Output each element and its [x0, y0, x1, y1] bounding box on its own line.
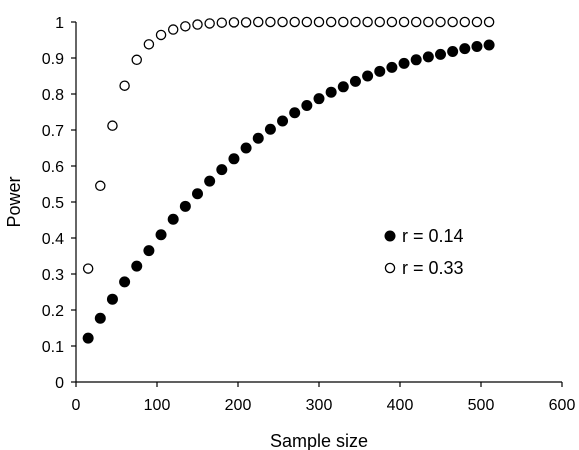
data-point-r033: [265, 16, 276, 28]
data-point-r014: [228, 153, 240, 165]
data-point-r014: [313, 93, 325, 105]
data-point-r033: [398, 16, 410, 28]
data-point-r033: [82, 263, 94, 274]
data-point-r014: [264, 123, 276, 135]
data-point-r033: [131, 54, 142, 66]
data-point-r033: [216, 17, 228, 28]
data-point-r014: [337, 81, 349, 93]
axes: [75, 22, 562, 383]
data-point-r033: [471, 16, 483, 28]
data-point-r014: [277, 115, 289, 127]
data-point-r014: [447, 46, 459, 58]
data-point-r014: [471, 40, 483, 52]
y-tick-label: 1: [55, 15, 64, 32]
x-tick-label: 200: [225, 397, 252, 414]
data-point-r014: [459, 43, 471, 55]
data-point-r014: [301, 100, 313, 112]
data-point-r033: [386, 16, 398, 28]
data-point-r014: [483, 39, 495, 51]
data-point-r033: [277, 16, 288, 28]
data-point-r014: [349, 75, 361, 87]
ticks: 0 100 200 300 400 500 600 0 0.1 0.2 0.3 0.4 0.5 0.6 0.…: [42, 15, 576, 414]
data-point-r033: [107, 120, 118, 131]
x-tick-label: 300: [306, 397, 333, 414]
data-point-r014: [325, 86, 337, 98]
data-point-r014: [82, 332, 94, 344]
data-point-r033: [204, 18, 215, 29]
data-point-r033: [180, 21, 191, 32]
data-point-r033: [143, 39, 155, 50]
y-tick-label: 0.1: [42, 339, 64, 356]
data-point-r014: [155, 229, 167, 241]
data-point-r014: [216, 164, 228, 176]
data-point-r033: [435, 16, 446, 28]
data-point-r014: [435, 48, 446, 60]
legend-label-r014: r = 0.14: [402, 226, 464, 246]
data-point-r033: [313, 16, 325, 28]
data-point-r033: [350, 16, 361, 28]
data-point-r014: [410, 54, 422, 66]
data-point-r033: [362, 16, 373, 28]
data-point-r033: [289, 16, 300, 28]
data-point-r014: [240, 142, 252, 154]
data-point-r033: [119, 80, 130, 91]
data-point-r014: [119, 276, 131, 288]
x-tick-label: 0: [72, 397, 81, 414]
data-point-r014: [167, 213, 179, 225]
data-point-r014: [143, 245, 155, 257]
x-tick-label: 600: [549, 397, 576, 414]
data-point-r014: [94, 312, 106, 324]
data-point-r014: [179, 200, 191, 212]
data-point-r014: [422, 51, 434, 63]
y-tick-label: 0: [55, 375, 64, 392]
data-point-r033: [252, 16, 264, 28]
x-axis-title: Sample size: [270, 431, 368, 450]
y-tick-label: 0.5: [42, 195, 64, 212]
data-point-r033: [338, 16, 349, 28]
data-point-r033: [240, 17, 252, 28]
y-tick-label: 0.8: [42, 87, 64, 104]
y-tick-label: 0.6: [42, 159, 64, 176]
data-point-r033: [192, 19, 203, 30]
data-point-r033: [228, 17, 240, 28]
data-point-r033: [459, 16, 471, 28]
data-point-r014: [131, 260, 143, 272]
data-point-r014: [362, 70, 374, 82]
data-point-r014: [252, 132, 264, 144]
y-axis-title: Power: [4, 176, 24, 227]
legend: r = 0.14 r = 0.33: [384, 226, 464, 278]
data-point-r014: [289, 107, 301, 119]
data-point-r014: [386, 61, 398, 73]
y-tick-label: 0.7: [42, 123, 64, 140]
data-point-r033: [374, 16, 385, 28]
data-point-r014: [374, 65, 386, 77]
x-tick-label: 400: [387, 397, 414, 414]
x-tick-label: 500: [468, 397, 495, 414]
data-point-r033: [423, 16, 434, 28]
data-point-r033: [167, 24, 179, 35]
data-point-r014: [398, 57, 410, 69]
y-tick-label: 0.2: [42, 303, 64, 320]
x-tick-label: 100: [144, 397, 171, 414]
data-point-r033: [95, 180, 106, 192]
data-point-r033: [155, 29, 167, 41]
data-point-r033: [483, 16, 495, 28]
data-point-r014: [204, 175, 216, 187]
y-tick-label: 0.3: [42, 267, 64, 284]
legend-marker-r014: [384, 230, 396, 242]
legend-label-r033: r = 0.33: [402, 258, 464, 278]
legend-marker-r033: [384, 262, 396, 274]
data-point-r033: [301, 16, 313, 28]
data-point-r014: [106, 293, 118, 305]
data-point-r033: [447, 16, 458, 28]
data-point-r033: [410, 16, 422, 28]
y-tick-label: 0.9: [42, 51, 64, 68]
data-points: [82, 16, 495, 344]
data-point-r033: [325, 16, 337, 28]
data-point-r014: [192, 188, 203, 200]
y-tick-label: 0.4: [42, 231, 64, 248]
